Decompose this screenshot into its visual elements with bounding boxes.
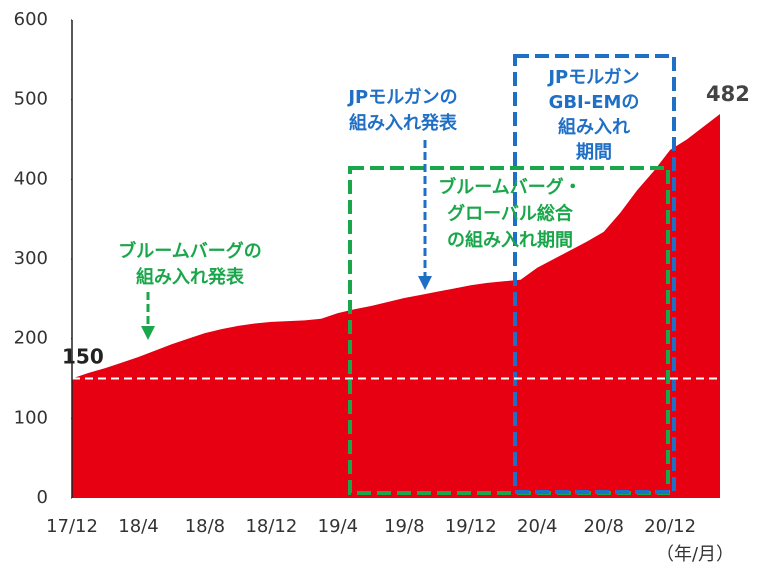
annotation: 期間 (576, 142, 612, 163)
x-tick-label: 17/12 (46, 516, 98, 537)
x-tick-label: 18/4 (118, 516, 158, 537)
y-tick-label: 200 (14, 328, 48, 349)
annotation: 組み入れ (558, 116, 630, 138)
green-arrow-head (141, 326, 155, 340)
x-tick-label: 18/12 (245, 516, 297, 537)
end-label: 482 (706, 82, 750, 106)
x-unit: （年/月） (656, 544, 734, 565)
y-tick-label: 500 (14, 89, 48, 110)
x-tick-label: 19/12 (445, 516, 497, 537)
y-tick-label: 300 (14, 248, 48, 269)
y-tick-label: 0 (37, 487, 48, 508)
annotation: グローバル総合 (447, 203, 574, 225)
area (72, 114, 720, 499)
annotation: GBI-EMの (549, 92, 640, 113)
blue-arrow-head (418, 276, 432, 290)
start-label: 150 (62, 345, 104, 369)
y-tick-label: 600 (14, 9, 48, 30)
annotation: ブルームバーグの (118, 240, 261, 262)
y-tick-label: 100 (14, 407, 48, 428)
annotation: 組み入れ発表 (136, 266, 245, 288)
annotation: JPモルガン (546, 67, 639, 88)
x-tick-label: 20/12 (644, 516, 696, 537)
x-tick-label: 19/8 (384, 516, 424, 537)
x-tick-label: 20/8 (583, 516, 623, 537)
annotation: JPモルガンの (346, 87, 457, 108)
x-tick-label: 18/8 (185, 516, 225, 537)
annotation: 組み入れ発表 (349, 112, 458, 134)
x-tick-label: 19/4 (318, 516, 358, 537)
annotation: ブルームバーグ・ (438, 176, 581, 198)
y-tick-label: 400 (14, 168, 48, 189)
x-tick-label: 20/4 (517, 516, 557, 537)
annotation: の組み入れ期間 (447, 229, 573, 251)
bloomberg-period-box (348, 166, 670, 495)
jpmorgan-period-box (513, 54, 676, 494)
